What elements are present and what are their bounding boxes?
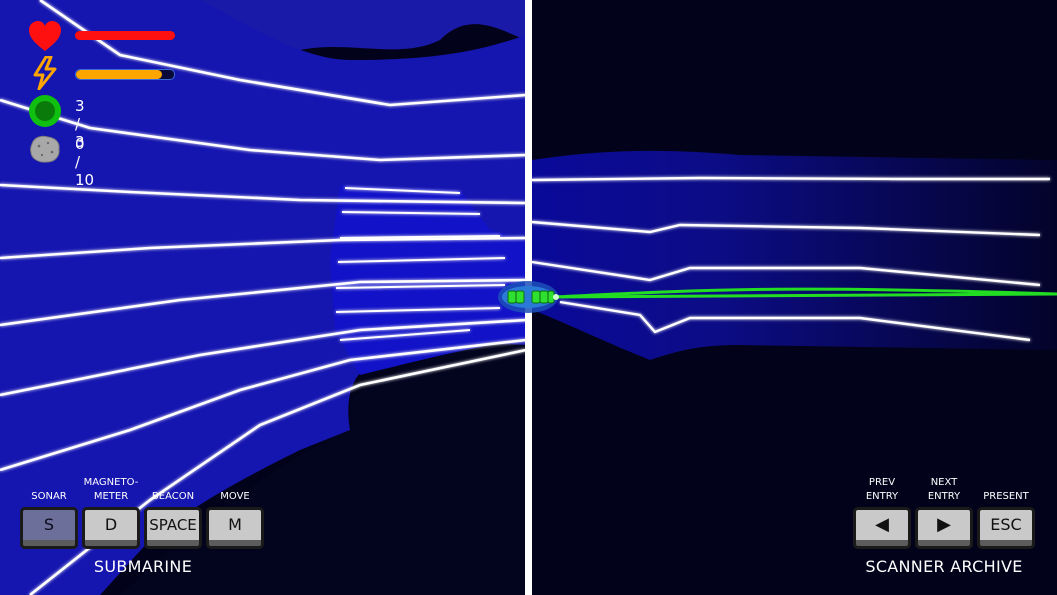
esc-key-button[interactable]: ESC	[980, 510, 1032, 546]
prev-entry-button[interactable]: ◀	[856, 510, 908, 546]
health-bar	[75, 31, 175, 40]
beacon-key-button[interactable]: SPACE	[147, 510, 199, 546]
sonar-label: SONAR	[31, 491, 67, 502]
present-label: PRESENT	[983, 491, 1029, 502]
beacons-count: 3 / 3	[75, 97, 85, 151]
cave-wall-left	[0, 0, 526, 50]
lightning-icon	[33, 56, 57, 90]
specimens-count: 0 / 10	[75, 135, 95, 189]
archive-title: SCANNER ARCHIVE	[865, 557, 1023, 576]
magnetometer-key-button[interactable]: D	[85, 510, 137, 546]
submarine-title: SUBMARINE	[93, 557, 193, 576]
left-view	[0, 0, 527, 595]
rock-icon	[30, 135, 60, 163]
beacon-icon	[29, 95, 61, 127]
scanner-laser	[554, 292, 1057, 299]
cave-floor-left	[0, 0, 526, 595]
energy-bar	[75, 69, 175, 80]
sonar-key-button[interactable]: S	[23, 510, 75, 546]
cave-band-right	[532, 150, 1057, 360]
health-bar-fill	[75, 31, 175, 40]
move-key-button[interactable]: M	[209, 510, 261, 546]
magnetometer-label: MAGNETO- METER	[83, 477, 139, 502]
heart-icon	[29, 21, 61, 51]
submarine	[498, 281, 1057, 313]
next-entry-label: NEXT ENTRY	[927, 477, 961, 502]
contour-lines-right	[531, 176, 1050, 342]
energy-bar-fill	[76, 70, 163, 79]
prev-entry-label: PREV ENTRY	[865, 477, 899, 502]
beacon-label: BEACON	[151, 491, 195, 502]
move-label: MOVE	[220, 491, 250, 502]
contour-lines-rock	[335, 187, 506, 341]
next-entry-button[interactable]: ▶	[918, 510, 970, 546]
